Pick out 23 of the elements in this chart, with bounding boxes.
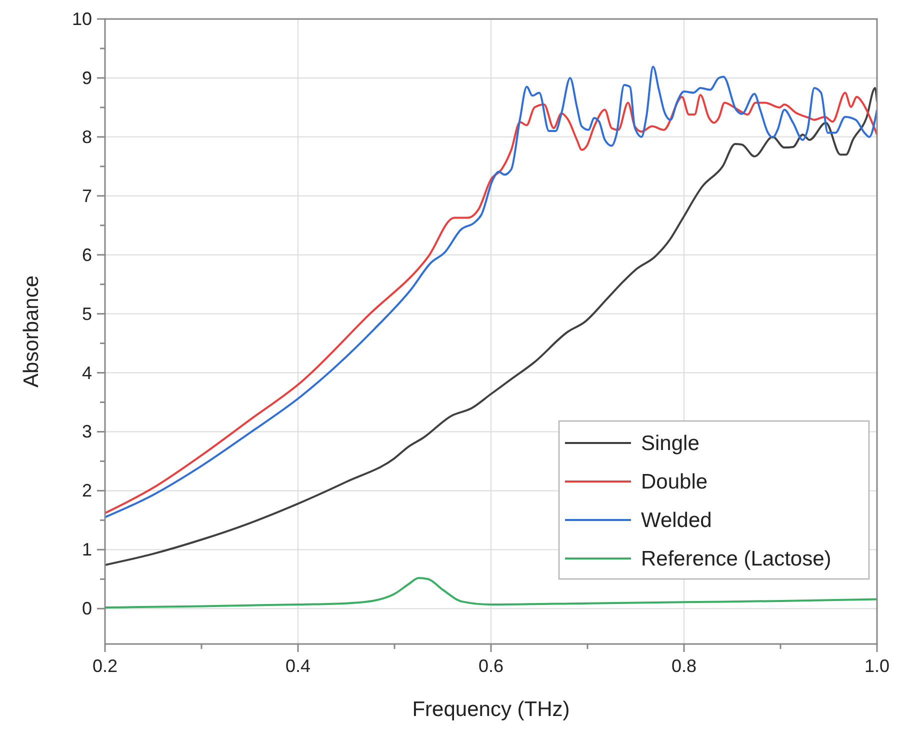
y-tick-label: 0 [82, 598, 92, 619]
x-tick-label: 1.0 [864, 656, 890, 676]
x-axis-title: Frequency (THz) [412, 698, 570, 721]
y-tick-label: 2 [82, 480, 92, 501]
x-tick-label: 0.4 [285, 656, 311, 676]
line-series [105, 576, 877, 608]
y-tick-label: 1 [82, 540, 92, 560]
legend-label: Reference (Lactose) [641, 548, 832, 570]
y-tick-label: 7 [82, 186, 92, 206]
legend-label: Welded [641, 509, 712, 532]
y-axis-title: Absorbance [20, 275, 43, 388]
x-tick-label: 0.8 [671, 656, 697, 676]
legend-label: Double [641, 470, 708, 494]
y-tick-label: 10 [72, 9, 92, 29]
y-tick-label: 6 [82, 244, 92, 265]
x-tick-label: 0.2 [92, 656, 118, 676]
y-tick-label: 8 [82, 126, 92, 147]
legend-label: Single [641, 432, 700, 455]
y-tick-label: 5 [82, 304, 92, 324]
y-tick-label: 3 [82, 422, 92, 442]
y-tick-label: 9 [82, 68, 92, 88]
x-tick-label: 0.6 [478, 656, 504, 676]
y-tick-label: 4 [82, 362, 92, 383]
